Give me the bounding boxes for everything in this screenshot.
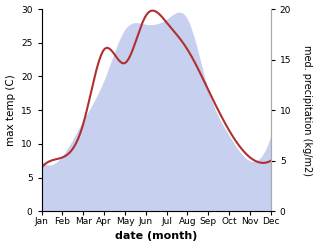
X-axis label: date (month): date (month) — [115, 231, 197, 242]
Y-axis label: max temp (C): max temp (C) — [5, 74, 16, 146]
Y-axis label: med. precipitation (kg/m2): med. precipitation (kg/m2) — [302, 45, 313, 176]
